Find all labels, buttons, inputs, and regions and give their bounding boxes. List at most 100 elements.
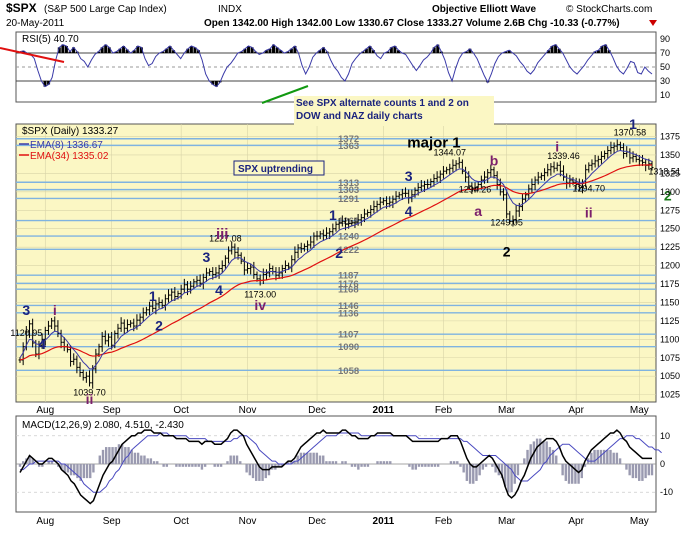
macd-histogram-bar (226, 461, 229, 464)
macd-histogram-bar (449, 461, 453, 464)
macd-histogram-bar (328, 461, 331, 464)
macd-histogram-bar (101, 449, 105, 464)
macd-histogram-bar (408, 464, 411, 467)
macd-histogram-bar (580, 464, 583, 479)
macd-histogram-bar (194, 464, 197, 467)
macd-histogram-bar (472, 464, 475, 484)
macd-histogram-bar (92, 464, 95, 473)
macd-histogram-bar (542, 441, 545, 464)
price-tick-label: 1350 (660, 150, 680, 160)
macd-histogram-bar (462, 464, 465, 473)
macd-histogram-bar (63, 464, 66, 473)
month-label: Mar (498, 405, 516, 416)
macd-month-label: Aug (36, 516, 54, 527)
macd-histogram-bar (191, 464, 194, 467)
macd-histogram-bar (200, 464, 204, 470)
month-label: Sep (103, 405, 121, 416)
macd-histogram-bar (475, 464, 478, 481)
month-label: Oct (173, 405, 189, 416)
wave-label: 4 (38, 336, 46, 352)
macd-histogram-bar (111, 447, 114, 464)
price-tick-label: 1200 (660, 261, 680, 271)
price-extreme-label: 1227.08 (209, 234, 242, 244)
price-tick-label: 1075 (660, 353, 680, 363)
wave-label: 2 (503, 244, 511, 260)
price-extreme-label: 1249.05 (490, 217, 523, 227)
rsi-trendline-green (261, 85, 309, 104)
macd-histogram-bar (165, 464, 169, 467)
macd-histogram-bar (478, 464, 481, 476)
price-panel: 1372136313131303129112611240122211871176… (10, 96, 681, 416)
macd-histogram-bar (98, 455, 101, 464)
macd-month-label: May (630, 516, 649, 527)
macd-histogram-bar (325, 461, 328, 464)
trend-note-box (233, 160, 325, 176)
macd-histogram-bar (306, 452, 309, 464)
fib-level-label: 1058 (338, 366, 359, 377)
wave-label: 1 (149, 288, 157, 304)
price-tick-label: 1300 (660, 187, 680, 197)
macd-histogram-bar (618, 458, 622, 464)
price-tick-label: 1025 (660, 390, 680, 400)
macd-histogram-bar (130, 449, 133, 464)
macd-histogram-bar (47, 461, 50, 464)
macd-histogram-bar (302, 452, 306, 464)
macd-tick-label: -10 (660, 487, 673, 497)
wave-label: iv (254, 297, 266, 313)
macd-histogram-bar (261, 464, 264, 481)
macd-histogram-bar (417, 464, 421, 467)
macd-histogram-bar (551, 449, 555, 464)
price-background (15, 123, 657, 403)
macd-histogram-bar (117, 444, 121, 464)
macd-histogram-bar (385, 461, 389, 464)
rsi-tick-label: 90 (660, 34, 670, 44)
macd-histogram-bar (625, 464, 628, 470)
macd-histogram-bar (564, 464, 568, 481)
rsi-label: RSI(5) 40.70 (22, 34, 79, 45)
macd-histogram-bar (89, 464, 92, 479)
macd-histogram-bar (309, 452, 312, 464)
macd-histogram-bar (612, 452, 615, 464)
fib-level-label: 1303 (338, 185, 359, 196)
price-extreme-label: 1120.95 (10, 328, 42, 338)
price-tick-label: 1225 (660, 242, 680, 252)
macd-histogram-bar (481, 464, 485, 470)
macd-histogram-bar (389, 461, 392, 464)
macd-histogram-bar (516, 464, 520, 476)
price-tick-label: 1325 (660, 168, 680, 178)
macd-month-label: Mar (498, 516, 516, 527)
price-extreme-label: 1339.46 (547, 151, 580, 161)
macd-histogram-bar (366, 464, 370, 467)
macd-histogram-bar (344, 461, 347, 464)
month-label: Feb (435, 405, 453, 416)
alternate-note-box (294, 96, 494, 126)
macd-tick-label: 0 (660, 459, 665, 469)
wave-label: 3 (22, 302, 30, 318)
ema8-legend-label: EMA(8) 1336.67 (30, 140, 103, 151)
fib-level-label: 1090 (338, 342, 359, 353)
macd-histogram-bar (50, 461, 54, 464)
macd-histogram-bar (178, 464, 181, 467)
rsi-tick-label: 70 (660, 48, 670, 58)
month-label: Aug (36, 405, 54, 416)
macd-histogram-bar (124, 447, 127, 464)
macd-histogram-bar (293, 461, 296, 464)
macd-histogram-bar (82, 464, 86, 479)
macd-histogram-bar (574, 464, 577, 484)
fib-level-label: 1372 (338, 134, 359, 145)
macd-tick-label: 10 (660, 431, 670, 441)
fib-level-label: 1176 (338, 279, 359, 290)
ema8-line (19, 150, 653, 370)
wave-label: 2 (155, 317, 163, 333)
macd-histogram-bar (60, 464, 63, 470)
fib-level-label: 1168 (338, 285, 359, 296)
macd-histogram-bar (539, 438, 542, 464)
wave-label: 4 (405, 203, 413, 219)
macd-histogram-bar (73, 464, 76, 476)
price-extreme-label: 1294.26 (459, 184, 492, 194)
macd-histogram-bar (162, 464, 165, 467)
macd-histogram-bar (414, 464, 417, 470)
macd-histogram-bar (197, 464, 200, 467)
macd-histogram-bar (296, 455, 299, 464)
